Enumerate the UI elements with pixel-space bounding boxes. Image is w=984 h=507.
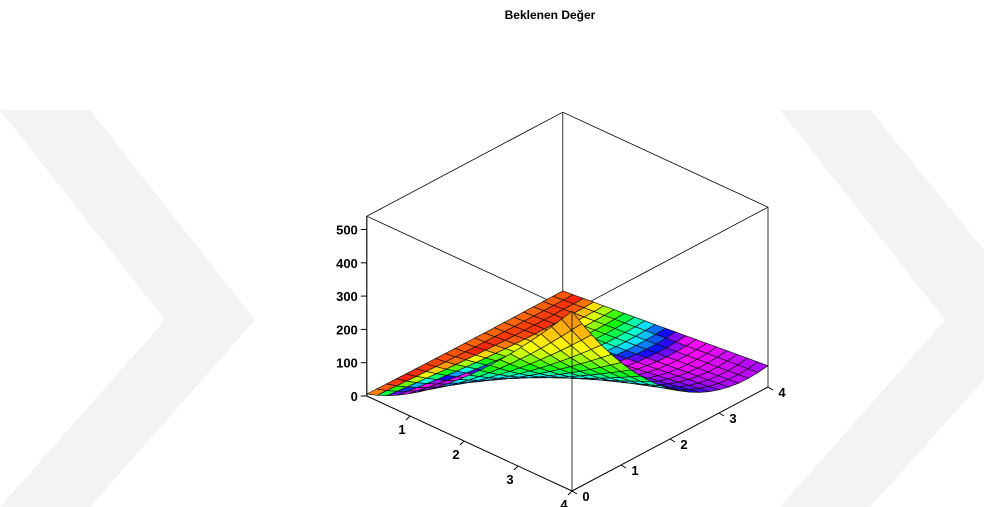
- box-edge: [562, 111, 769, 208]
- y-tick: [669, 438, 676, 443]
- z-tick-label: 200: [336, 322, 358, 337]
- y-tick-label: 3: [729, 411, 736, 426]
- z-tick-label: 0: [351, 389, 358, 404]
- x-tick: [567, 490, 573, 496]
- x-tick-label: 1: [398, 422, 405, 437]
- y-tick-label: 1: [631, 463, 638, 478]
- z-tick-label: 500: [336, 223, 358, 238]
- z-tick-label: 400: [336, 256, 358, 271]
- chart-title: Beklenen Değer: [504, 8, 596, 22]
- bounding-box-back: [366, 111, 769, 396]
- axes: 1 2 3 4 0 1 2 3 4 0 100 200 300 400 500: [336, 216, 786, 507]
- x-tick: [459, 440, 465, 446]
- y-tick: [571, 490, 578, 495]
- y-tick-label: 2: [680, 437, 687, 452]
- x-tick-label: 3: [506, 472, 513, 487]
- y-tick: [620, 464, 627, 469]
- box-edge: [366, 215, 573, 312]
- y-tick: [767, 386, 774, 391]
- x-tick: [405, 415, 411, 421]
- z-tick-label: 100: [336, 356, 358, 371]
- y-tick: [718, 412, 725, 417]
- surface-mesh: [365, 290, 769, 396]
- box-edge: [366, 111, 563, 217]
- watermark-chevron-right: [780, 110, 984, 507]
- z-tick-label: 300: [336, 289, 358, 304]
- box-edge: [571, 206, 769, 312]
- x-tick-label: 2: [452, 447, 459, 462]
- watermark-chevron-left: [0, 110, 255, 507]
- x-axis-line: [366, 395, 573, 492]
- y-tick-label: 4: [778, 385, 786, 400]
- y-tick-label: 0: [582, 489, 589, 504]
- x-tick-label: 4: [560, 497, 568, 507]
- x-tick: [513, 465, 519, 471]
